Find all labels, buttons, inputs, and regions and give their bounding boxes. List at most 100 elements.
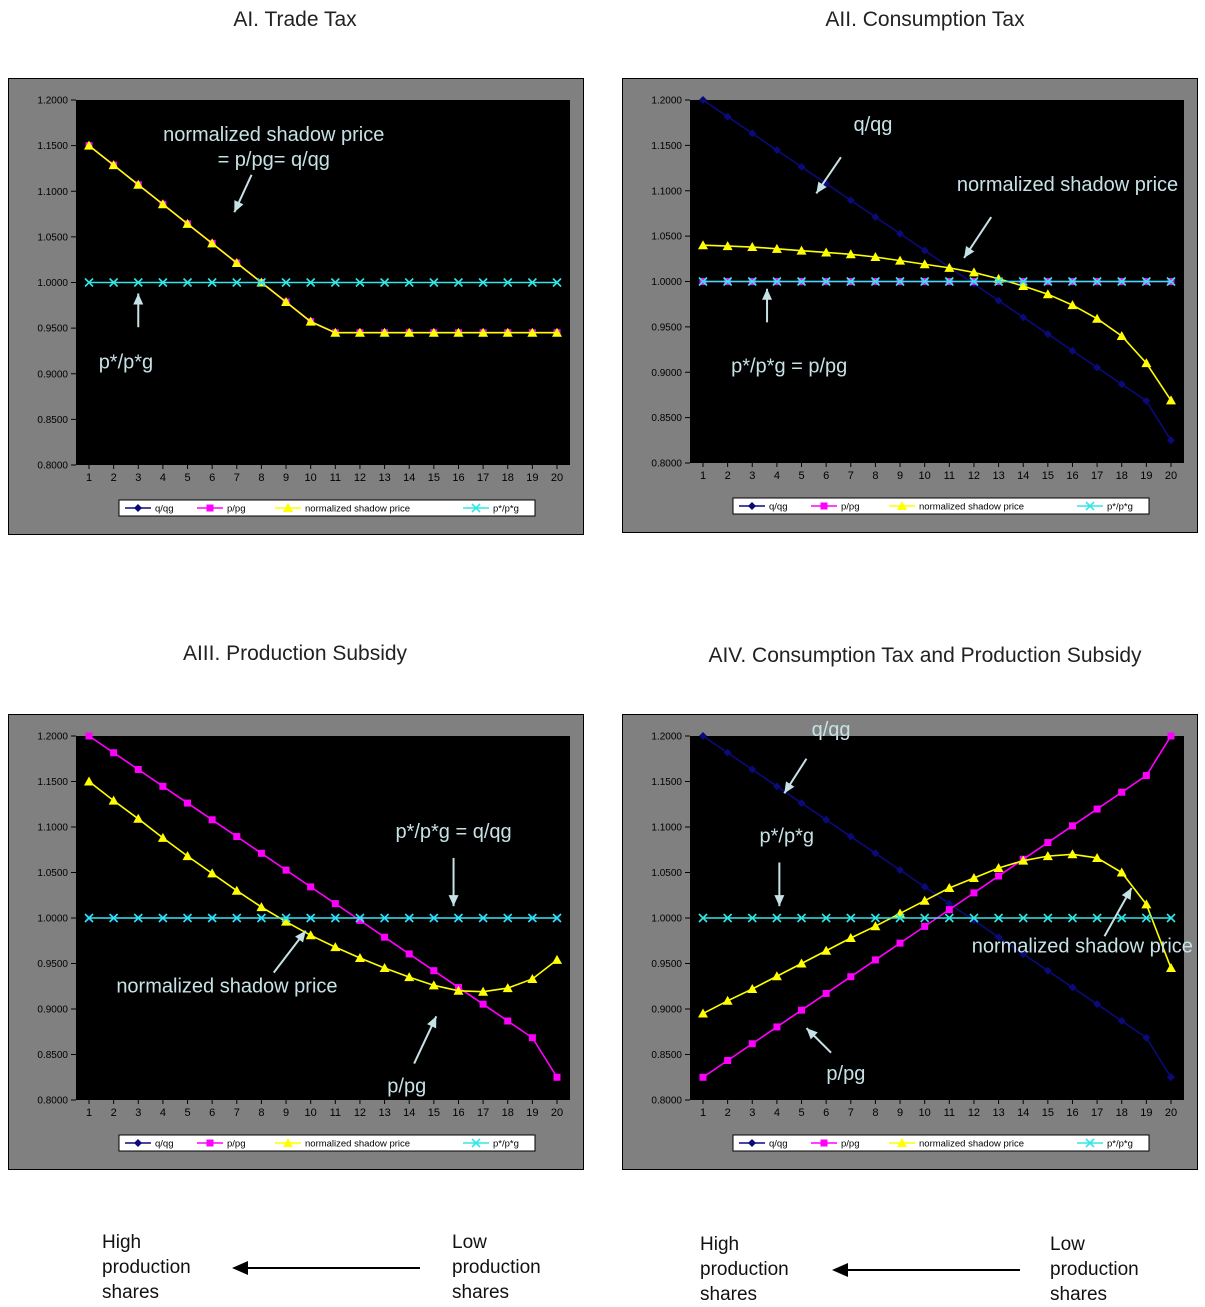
data-point-p-p-g <box>1018 913 1028 923</box>
x-tick-label: 15 <box>428 472 440 484</box>
legend-box <box>118 1134 536 1152</box>
series-p-pg <box>85 732 561 1081</box>
data-point-p-p-g <box>232 913 242 923</box>
y-tick-label: 1.1000 <box>37 187 68 198</box>
chart-trade-tax: 0.8000 0.8500 0.9000 0.9500 1.0000 1.0500 1.10… <box>8 78 584 535</box>
x-tick-label: 7 <box>848 1107 854 1119</box>
data-point-p-p-g <box>1043 913 1053 923</box>
x-tick-label: 13 <box>378 472 390 484</box>
data-point-q-qg <box>797 162 806 171</box>
data-point-q-qg <box>1093 1000 1102 1009</box>
data-point-p-p-g <box>306 913 316 923</box>
data-point-q-qg <box>994 296 1003 305</box>
legend-label: p*/p*g <box>493 1139 519 1150</box>
data-point-q-qg <box>772 146 781 155</box>
x-tick-label: 9 <box>283 1107 289 1119</box>
data-point-normalized-shadow-price <box>478 986 489 996</box>
data-point-normalized-shadow-price <box>133 179 144 189</box>
annotation-label: p*/p*g <box>99 351 154 373</box>
data-point-normalized-shadow-price <box>502 983 513 993</box>
legend-swatch-marker <box>471 1138 481 1148</box>
data-point-p-pg <box>871 956 879 964</box>
data-point-p-pg <box>1142 771 1150 779</box>
data-point-p-pg <box>1068 822 1076 830</box>
legend-entry-p-pg: p/pg <box>811 502 860 513</box>
x-tick-label: 6 <box>823 1107 829 1119</box>
y-tick-label: 0.9000 <box>37 1005 68 1016</box>
data-point-q-qg <box>1117 1017 1126 1026</box>
legend-swatch-marker <box>283 1138 293 1147</box>
x-tick-label: 12 <box>354 1107 366 1119</box>
series-line-q-qg <box>702 735 1172 1078</box>
annotation-label: normalized shadow price <box>163 124 384 146</box>
x-tick-label: 7 <box>234 1107 240 1119</box>
x-tick-label: 11 <box>330 1107 341 1119</box>
data-point-p-pg <box>945 906 953 914</box>
x-tick-label: 8 <box>872 470 878 482</box>
data-point-p-p-g <box>994 913 1004 923</box>
data-point-q-qg <box>748 129 757 138</box>
series-p-p-g <box>84 913 562 923</box>
data-point-q-qg <box>896 866 905 875</box>
data-point-p-pg <box>995 872 1003 880</box>
x-tick-label: 17 <box>477 472 489 484</box>
legend-label: q/qg <box>769 1139 788 1150</box>
legend-label: normalized shadow price <box>305 504 410 515</box>
data-point-p-p-g <box>355 277 365 288</box>
data-point-p-p-g <box>1067 276 1078 287</box>
data-point-normalized-shadow-price <box>821 945 832 955</box>
data-point-p-pg <box>847 973 855 981</box>
data-point-p-pg <box>1044 839 1052 847</box>
data-point-normalized-shadow-price <box>453 327 464 337</box>
legend-swatch-marker <box>206 504 214 512</box>
data-point-q-qg <box>1019 949 1028 958</box>
annotation-label: p*/p*g = q/qg <box>395 821 511 843</box>
legend-swatch-marker <box>1085 501 1095 511</box>
y-tick-label: 1.1500 <box>37 777 68 788</box>
y-tick-label: 0.9000 <box>37 369 68 380</box>
annotation-arrowhead <box>806 1028 818 1040</box>
annotation-arrowhead <box>774 895 785 907</box>
data-point-q-qg <box>1068 346 1077 355</box>
data-point-p-p-g <box>527 913 537 923</box>
data-point-p-p-g <box>870 276 880 287</box>
x-tick-label: 2 <box>725 470 731 482</box>
x-tick-label: 3 <box>749 1107 755 1119</box>
y-tick-label: 1.2000 <box>37 732 68 743</box>
annotation-label: p/pg <box>826 1063 865 1085</box>
data-point-p-p-g <box>944 913 954 923</box>
legend-swatch-marker <box>748 502 756 510</box>
data-point-p-pg <box>307 883 315 891</box>
annotation-label: normalized shadow price <box>957 174 1178 196</box>
data-point-p-pg <box>553 1073 561 1081</box>
data-point-normalized-shadow-price <box>428 980 439 990</box>
x-tick-label: 20 <box>551 472 563 484</box>
data-point-normalized-shadow-price <box>771 243 782 253</box>
legend-swatch-marker <box>134 1139 142 1147</box>
data-point-normalized-shadow-price <box>1042 289 1053 299</box>
data-point-normalized-shadow-price <box>1166 395 1176 405</box>
data-point-normalized-shadow-price <box>478 327 489 337</box>
data-point-p-p-g <box>821 913 831 923</box>
legend-label: q/qg <box>155 1139 174 1150</box>
data-point-p-pg <box>896 939 904 947</box>
data-point-q-qg <box>945 899 954 908</box>
series-normalized-shadow-price <box>84 140 562 337</box>
legend-entry-p-pg: p/pg <box>197 1139 246 1150</box>
y-tick-label: 1.0000 <box>37 278 68 289</box>
data-point-p-p-g <box>330 913 340 923</box>
y-tick-label: 1.0500 <box>651 232 682 243</box>
data-point-p-p-g <box>109 913 119 923</box>
data-point-normalized-shadow-price <box>870 921 881 931</box>
annotation-label: normalized shadow price <box>972 936 1193 958</box>
legend-entry-q-qg: q/qg <box>739 502 788 513</box>
data-point-normalized-shadow-price <box>527 327 538 337</box>
data-point-normalized-shadow-price <box>157 199 168 209</box>
y-tick-label: 1.1500 <box>37 141 68 152</box>
annotation-arrowhead <box>762 288 773 300</box>
data-point-normalized-shadow-price <box>305 316 316 326</box>
data-point-p-pg <box>430 967 438 975</box>
x-tick-label: 6 <box>209 472 215 484</box>
series-normalized-shadow-price <box>84 776 562 996</box>
data-point-p-p-g <box>306 277 316 288</box>
